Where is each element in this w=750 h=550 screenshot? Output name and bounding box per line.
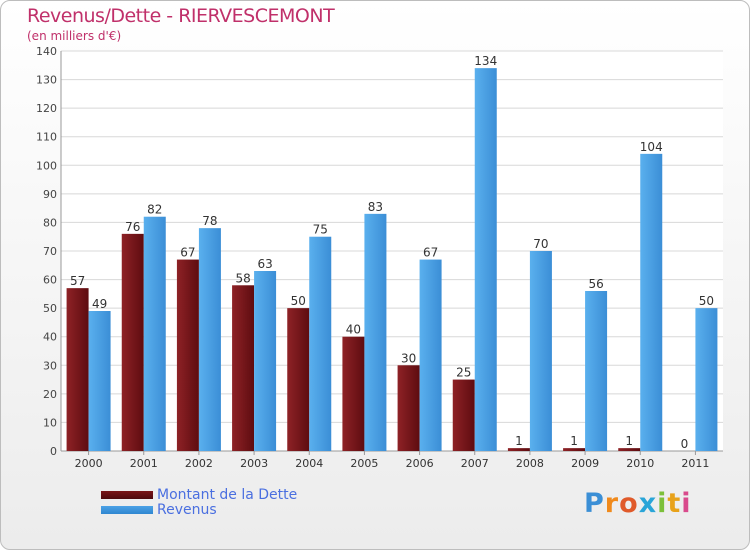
logo-letter: i [657, 488, 668, 519]
revenue-value-label: 78 [202, 214, 217, 228]
x-tick-label: 2008 [516, 457, 544, 470]
debt-value-label: 76 [125, 220, 140, 234]
revenue-bar [88, 311, 111, 451]
proxiti-logo: Proxiti [584, 488, 692, 519]
debt-bar [66, 288, 89, 451]
revenue-value-label: 83 [368, 200, 383, 214]
debt-value-label: 40 [346, 323, 361, 337]
revenue-bar [364, 213, 387, 451]
legend-label-debt: Montant de la Dette [157, 486, 298, 503]
revenue-bar [198, 228, 221, 451]
legend-label-revenue: Revenus [157, 501, 217, 518]
revenue-value-label: 63 [257, 257, 272, 271]
x-tick-label: 2003 [240, 457, 268, 470]
legend: Montant de la Dette Revenus [101, 486, 298, 518]
y-tick-label: 10 [43, 416, 57, 429]
debt-value-label: 30 [401, 351, 416, 365]
x-tick-label: 2009 [571, 457, 599, 470]
x-tick-label: 2002 [185, 457, 213, 470]
y-tick-label: 50 [43, 302, 57, 315]
x-tick-label: 2001 [130, 457, 158, 470]
debt-bar [618, 448, 641, 451]
debt-value-label: 25 [456, 366, 471, 380]
y-tick-label: 120 [36, 102, 57, 115]
revenue-value-label: 82 [147, 203, 162, 217]
debt-bar [563, 448, 586, 451]
debt-value-label: 0 [681, 437, 689, 451]
y-tick-label: 40 [43, 331, 57, 344]
debt-bar [507, 448, 530, 451]
revenue-bar [419, 259, 442, 451]
logo-letter: P [584, 488, 605, 519]
revenue-value-label: 50 [699, 294, 714, 308]
debt-bar [342, 336, 365, 451]
x-tick-label: 2000 [75, 457, 103, 470]
y-tick-label: 20 [43, 388, 57, 401]
x-tick-label: 2004 [295, 457, 323, 470]
logo-letter: x [638, 488, 658, 519]
revenue-value-label: 56 [588, 277, 603, 291]
y-tick-label: 90 [43, 188, 57, 201]
y-tick-label: 130 [36, 74, 57, 87]
debt-bar [452, 379, 475, 451]
debt-value-label: 1 [515, 434, 523, 448]
revenue-bar [695, 308, 718, 451]
chart-title: Revenus/Dette - RIERVESCEMONT [27, 5, 335, 27]
debt-value-label: 50 [291, 294, 306, 308]
x-tick-label: 2007 [461, 457, 489, 470]
x-tick-label: 2006 [406, 457, 434, 470]
debt-bar [287, 308, 310, 451]
y-tick-label: 60 [43, 274, 57, 287]
revenue-bar [254, 271, 277, 451]
y-tick-label: 0 [50, 445, 57, 458]
y-tick-label: 140 [36, 45, 57, 58]
debt-value-label: 1 [625, 434, 633, 448]
y-tick-label: 80 [43, 216, 57, 229]
legend-swatch-revenue [101, 505, 153, 514]
revenue-bar [640, 153, 663, 451]
revenue-bar [529, 251, 552, 451]
debt-bar [232, 285, 255, 451]
revenue-value-label: 67 [423, 246, 438, 260]
debt-bar [121, 233, 144, 451]
logo-letter: o [619, 488, 639, 519]
revenue-value-label: 134 [474, 54, 497, 68]
revenue-bar [474, 68, 497, 452]
debt-value-label: 58 [235, 271, 250, 285]
debt-value-label: 67 [180, 246, 195, 260]
revenue-value-label: 75 [313, 223, 328, 237]
x-tick-label: 2010 [626, 457, 654, 470]
y-tick-label: 70 [43, 245, 57, 258]
revenue-bar [309, 236, 332, 451]
y-tick-label: 100 [36, 159, 57, 172]
debt-value-label: 1 [570, 434, 578, 448]
legend-swatch-debt [101, 490, 153, 499]
legend-item-revenue: Revenus [101, 501, 297, 518]
y-tick-label: 110 [36, 131, 57, 144]
logo-letter: i [681, 488, 692, 519]
revenue-value-label: 70 [533, 237, 548, 251]
logo-letter: r [604, 488, 620, 519]
x-tick-label: 2011 [681, 457, 709, 470]
revenue-value-label: 49 [92, 297, 107, 311]
logo-letter: t [667, 488, 682, 519]
revenue-value-label: 104 [640, 140, 663, 154]
x-tick-label: 2005 [350, 457, 378, 470]
debt-bar [176, 259, 199, 451]
debt-bar [397, 365, 420, 451]
revenue-bar [585, 291, 608, 451]
revenue-bar [143, 216, 166, 451]
y-tick-label: 30 [43, 359, 57, 372]
debt-value-label: 57 [70, 274, 85, 288]
chart-subtitle: (en milliers d'€) [27, 29, 122, 43]
legend-item-debt: Montant de la Dette [101, 486, 298, 503]
